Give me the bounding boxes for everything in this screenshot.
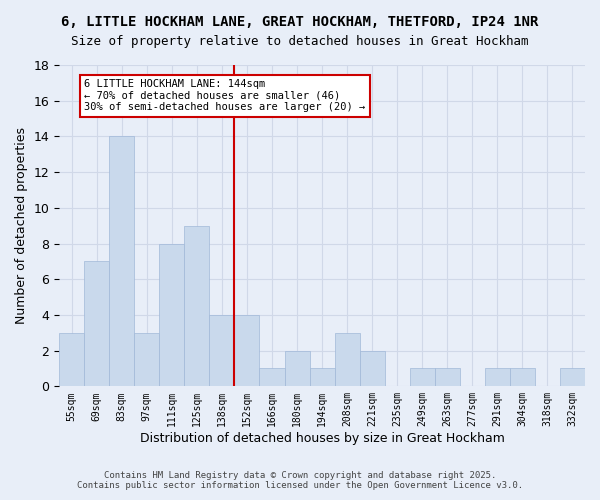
Bar: [335, 333, 359, 386]
Bar: [310, 368, 335, 386]
Bar: [184, 226, 209, 386]
Bar: [284, 350, 310, 386]
Bar: [560, 368, 585, 386]
Bar: [359, 350, 385, 386]
Text: 6, LITTLE HOCKHAM LANE, GREAT HOCKHAM, THETFORD, IP24 1NR: 6, LITTLE HOCKHAM LANE, GREAT HOCKHAM, T…: [61, 15, 539, 29]
Bar: [435, 368, 460, 386]
Bar: [59, 333, 84, 386]
X-axis label: Distribution of detached houses by size in Great Hockham: Distribution of detached houses by size …: [140, 432, 505, 445]
Bar: [209, 315, 235, 386]
Bar: [235, 315, 259, 386]
Bar: [109, 136, 134, 386]
Bar: [510, 368, 535, 386]
Bar: [160, 244, 184, 386]
Y-axis label: Number of detached properties: Number of detached properties: [15, 127, 28, 324]
Text: Size of property relative to detached houses in Great Hockham: Size of property relative to detached ho…: [71, 35, 529, 48]
Bar: [134, 333, 160, 386]
Bar: [84, 262, 109, 386]
Bar: [410, 368, 435, 386]
Bar: [485, 368, 510, 386]
Bar: [259, 368, 284, 386]
Text: Contains HM Land Registry data © Crown copyright and database right 2025.
Contai: Contains HM Land Registry data © Crown c…: [77, 470, 523, 490]
Text: 6 LITTLE HOCKHAM LANE: 144sqm
← 70% of detached houses are smaller (46)
30% of s: 6 LITTLE HOCKHAM LANE: 144sqm ← 70% of d…: [84, 80, 365, 112]
